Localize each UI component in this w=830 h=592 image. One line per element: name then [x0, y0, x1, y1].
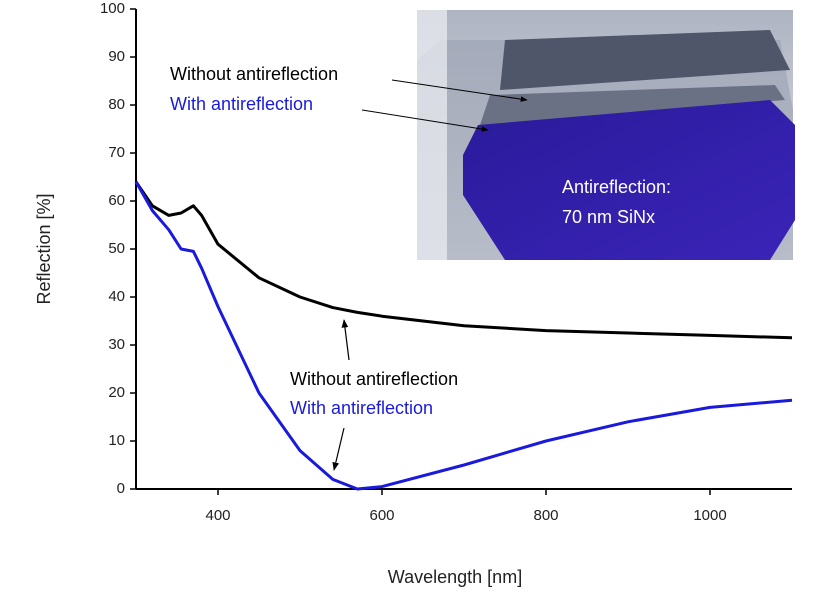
- x-axis-title: Wavelength [nm]: [388, 567, 522, 587]
- inset-caption: Antireflection:: [562, 177, 671, 197]
- inset-label: With antireflection: [170, 94, 313, 114]
- legend-label: With antireflection: [290, 398, 433, 418]
- y-tick-label: 30: [108, 336, 125, 353]
- arrow: [361, 109, 489, 132]
- arrow: [341, 319, 350, 361]
- y-tick-label: 70: [108, 144, 125, 161]
- inset-photo: [417, 10, 795, 260]
- y-tick-label: 50: [108, 240, 125, 257]
- arrow: [391, 79, 528, 102]
- y-tick-label: 0: [117, 480, 125, 497]
- inset-label: Without antireflection: [170, 64, 338, 84]
- x-tick-label: 1000: [693, 507, 726, 524]
- y-tick-label: 100: [100, 0, 125, 17]
- y-tick-label: 80: [108, 96, 125, 113]
- series-line: [134, 181, 793, 491]
- y-tick-label: 90: [108, 48, 125, 65]
- x-tick-label: 400: [205, 507, 230, 524]
- x-tick-label: 800: [533, 507, 558, 524]
- y-axis-title: Reflection [%]: [34, 193, 54, 304]
- series-line: [134, 180, 793, 340]
- arrow: [332, 427, 345, 471]
- y-tick-label: 10: [108, 432, 125, 449]
- y-tick-label: 20: [108, 384, 125, 401]
- x-tick-label: 600: [369, 507, 394, 524]
- inset-caption: 70 nm SiNx: [562, 207, 655, 227]
- y-tick-label: 40: [108, 288, 125, 305]
- y-tick-label: 60: [108, 192, 125, 209]
- legend-label: Without antireflection: [290, 369, 458, 389]
